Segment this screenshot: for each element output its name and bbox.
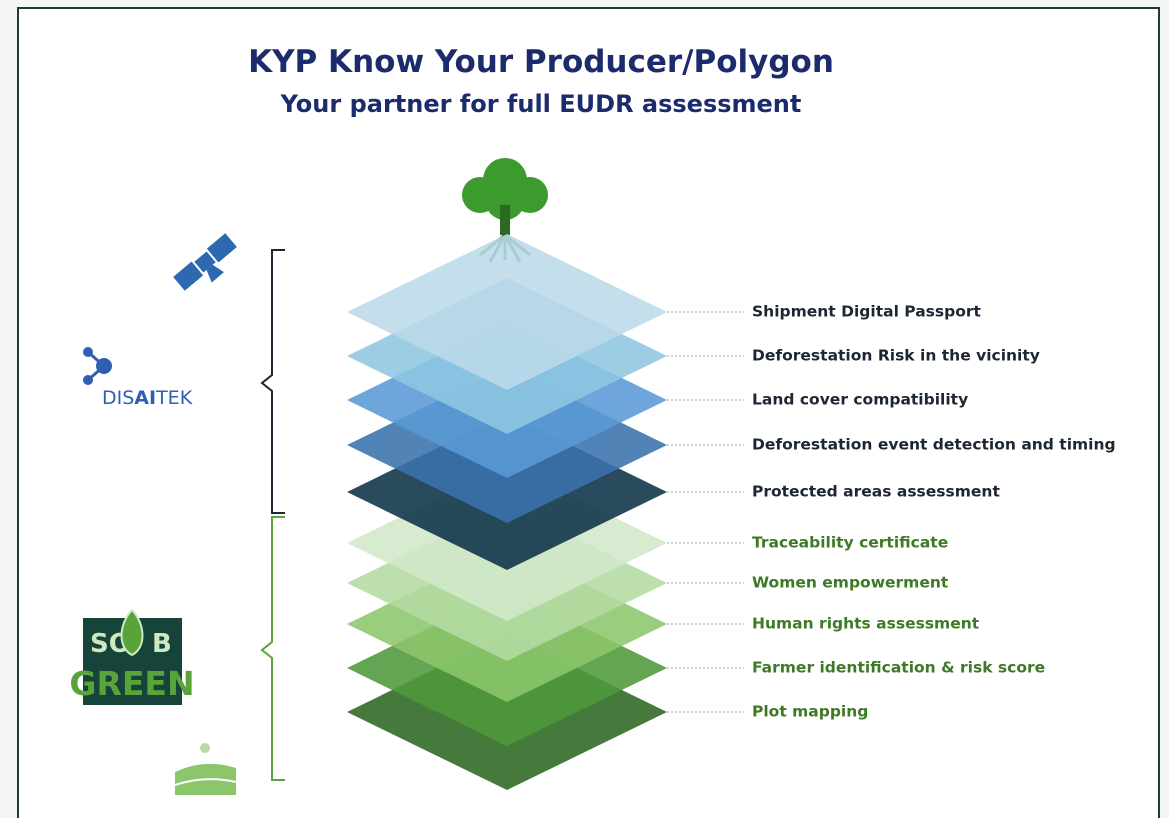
layer-label: Land cover compatibility xyxy=(752,391,968,409)
layer-label: Deforestation event detection and timing xyxy=(752,436,1116,454)
title: KYP Know Your Producer/Polygon xyxy=(248,44,834,80)
layer-label: Plot mapping xyxy=(752,703,868,721)
logo-text: TEK xyxy=(155,387,193,409)
layer-label: Shipment Digital Passport xyxy=(752,303,982,321)
logo-text: DIS xyxy=(102,387,134,409)
sobgreen-logo: SO B GREEN xyxy=(69,610,194,705)
subtitle: Your partner for full EUDR assessment xyxy=(280,90,802,118)
page: KYP Know Your Producer/Polygon Your part… xyxy=(0,0,1169,818)
logo-text: B xyxy=(152,629,172,659)
logo-text: AI xyxy=(134,387,156,409)
layer-label: Human rights assessment xyxy=(752,615,980,633)
layer-label: Farmer identification & risk score xyxy=(752,659,1045,677)
layer-label: Deforestation Risk in the vicinity xyxy=(752,347,1040,365)
logo-text: GREEN xyxy=(69,664,194,703)
layer-label: Women empowerment xyxy=(752,574,949,592)
layer-stack xyxy=(347,234,667,790)
svg-text:DISAITEK: DISAITEK xyxy=(102,387,193,409)
layer-label: Protected areas assessment xyxy=(752,483,1000,501)
layer-label: Traceability certificate xyxy=(752,534,948,552)
